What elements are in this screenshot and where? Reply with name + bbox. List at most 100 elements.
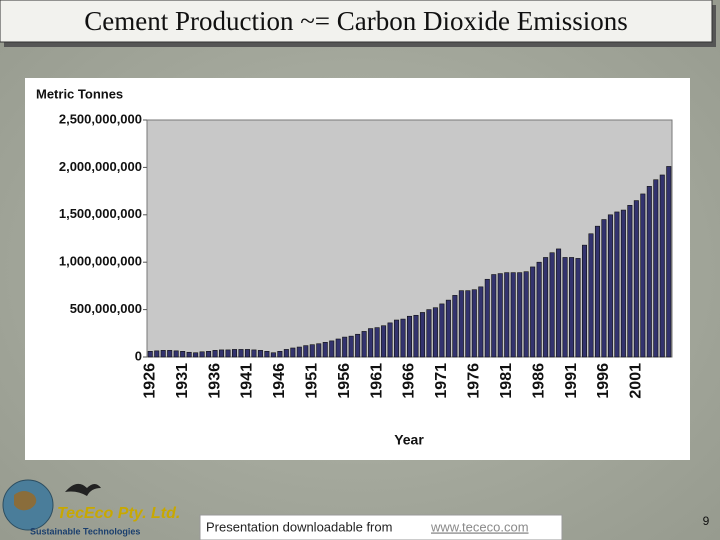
bar — [562, 257, 568, 358]
y-tick-label: 1,500,000,000 — [59, 206, 142, 221]
bar — [173, 350, 179, 358]
bar — [666, 166, 672, 358]
bar — [452, 295, 458, 358]
bar — [335, 338, 341, 358]
bar — [491, 274, 497, 358]
bar — [219, 349, 225, 358]
bar — [504, 272, 510, 358]
bar — [607, 214, 613, 358]
bar — [478, 286, 484, 358]
bar — [601, 219, 607, 358]
bar — [543, 257, 549, 358]
bar — [465, 290, 471, 358]
x-tick-label: 1991 — [563, 363, 580, 399]
bar — [432, 307, 438, 358]
bar — [348, 335, 354, 358]
x-axis-label: Year — [394, 432, 424, 448]
bar — [231, 349, 238, 358]
bar — [413, 314, 419, 358]
bar — [244, 349, 250, 358]
x-tick-label: 1941 — [239, 363, 256, 399]
bar — [303, 345, 309, 358]
logo-bird — [65, 483, 101, 496]
bar — [160, 350, 166, 358]
bar — [640, 193, 646, 358]
bar — [581, 244, 588, 358]
bar — [154, 350, 160, 358]
bar — [530, 266, 536, 358]
x-tick-label: 1996 — [595, 363, 612, 399]
x-tick-label: 1971 — [433, 363, 450, 399]
bar — [400, 318, 406, 358]
bar — [167, 350, 173, 358]
logo-name: TecEco Pty. Ltd. — [57, 505, 180, 522]
bar — [290, 347, 296, 358]
bar — [238, 349, 244, 358]
bar — [361, 331, 367, 358]
logo-tagline: Sustainable Technologies — [30, 526, 140, 536]
bar — [620, 209, 626, 358]
bar — [556, 248, 562, 358]
y-tick-label: 1,000,000,000 — [59, 254, 142, 269]
bar — [471, 289, 477, 358]
bar — [406, 315, 413, 358]
bar — [355, 333, 361, 358]
slide-title: Cement Production ~= Carbon Dioxide Emis… — [84, 6, 628, 36]
bar — [147, 351, 153, 358]
x-tick-label: 2001 — [628, 363, 645, 399]
x-tick-label: 1951 — [303, 363, 320, 399]
x-tick-label: 1926 — [141, 363, 158, 399]
bar — [342, 336, 348, 358]
bar — [180, 351, 186, 358]
bar — [277, 351, 283, 358]
bar — [458, 290, 464, 358]
bar — [517, 272, 523, 358]
bar — [368, 328, 374, 358]
bar — [257, 350, 263, 358]
y-tick-label: 2,000,000,000 — [59, 159, 142, 174]
bar — [381, 325, 387, 358]
bar — [445, 299, 451, 358]
bar — [394, 319, 400, 358]
bar — [206, 351, 212, 358]
logo: TecEco Pty. Ltd. Sustainable Technologie… — [2, 479, 180, 536]
bar — [225, 349, 231, 358]
x-tick-label: 1931 — [174, 363, 191, 399]
title-box — [0, 0, 713, 43]
bar — [484, 278, 490, 358]
bar — [633, 200, 639, 358]
bar — [322, 342, 328, 358]
bar — [316, 343, 322, 358]
bar — [186, 351, 192, 358]
y-tick-label: 0 — [135, 348, 142, 363]
bar — [575, 258, 581, 358]
footer-link[interactable]: www.tececo.com — [430, 519, 529, 534]
bar — [549, 252, 555, 358]
bar — [653, 179, 659, 358]
bar — [627, 205, 633, 358]
bar — [212, 350, 218, 358]
bar — [193, 352, 199, 358]
logo-land — [14, 491, 37, 511]
bar — [659, 174, 665, 358]
bar — [536, 261, 542, 358]
y-axis-label: Metric Tonnes — [36, 86, 123, 101]
x-tick-label: 1981 — [498, 363, 515, 399]
bar — [523, 271, 529, 358]
x-tick-label: 1961 — [368, 363, 385, 399]
bar — [510, 272, 516, 358]
bar — [614, 211, 620, 358]
bar — [199, 351, 205, 358]
page-number: 9 — [703, 514, 710, 528]
x-tick-label: 1966 — [401, 363, 418, 399]
y-tick-label: 2,500,000,000 — [59, 111, 142, 126]
bar — [309, 344, 315, 358]
bar — [426, 309, 432, 358]
bar — [296, 346, 302, 358]
bar — [419, 312, 425, 358]
bar — [497, 273, 503, 358]
footer-box — [199, 514, 563, 540]
bar — [569, 257, 575, 358]
